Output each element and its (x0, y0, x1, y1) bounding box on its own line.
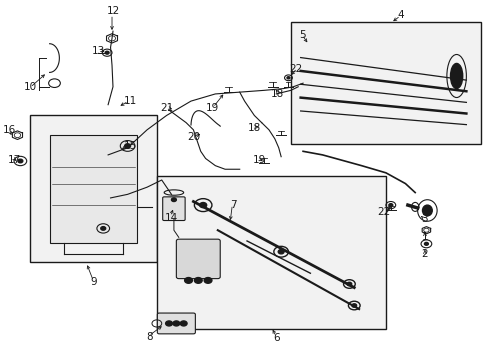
Bar (157, 176, 385, 329)
Text: 18: 18 (270, 89, 284, 99)
Text: 6: 6 (272, 333, 279, 343)
Text: 2: 2 (421, 248, 427, 258)
Circle shape (165, 321, 172, 326)
Bar (290, 22, 480, 144)
Text: 19: 19 (252, 155, 265, 165)
Text: 12: 12 (106, 6, 120, 17)
Text: 20: 20 (186, 132, 200, 142)
Text: 16: 16 (2, 125, 16, 135)
Circle shape (388, 204, 392, 207)
Circle shape (278, 249, 284, 254)
FancyBboxPatch shape (157, 313, 195, 334)
Circle shape (18, 159, 23, 163)
Circle shape (101, 226, 105, 230)
Circle shape (424, 242, 427, 245)
Text: 1: 1 (421, 232, 427, 242)
Circle shape (184, 278, 192, 283)
Text: 8: 8 (146, 332, 153, 342)
Text: 19: 19 (206, 103, 219, 113)
Circle shape (351, 304, 356, 307)
Circle shape (124, 144, 130, 148)
Ellipse shape (449, 63, 462, 89)
Text: 21: 21 (160, 103, 173, 113)
FancyBboxPatch shape (49, 135, 137, 243)
Text: 9: 9 (90, 277, 97, 287)
Circle shape (199, 203, 206, 208)
Circle shape (286, 77, 289, 79)
Circle shape (346, 282, 351, 286)
Text: 5: 5 (298, 30, 305, 40)
Text: 3: 3 (421, 215, 427, 224)
Text: 4: 4 (396, 10, 403, 20)
Text: 13: 13 (92, 46, 105, 56)
Circle shape (105, 51, 109, 54)
Text: 14: 14 (164, 213, 178, 222)
Circle shape (203, 278, 211, 283)
Text: 10: 10 (23, 82, 37, 92)
FancyBboxPatch shape (163, 197, 185, 221)
Text: 22: 22 (288, 64, 302, 74)
Text: 7: 7 (230, 200, 237, 210)
Circle shape (173, 321, 180, 326)
Ellipse shape (422, 205, 431, 216)
Text: 18: 18 (247, 123, 261, 133)
Text: 22: 22 (376, 207, 389, 217)
Circle shape (180, 321, 187, 326)
Circle shape (194, 278, 202, 283)
Text: 11: 11 (123, 96, 136, 106)
Circle shape (171, 198, 176, 202)
Text: 15: 15 (123, 141, 136, 151)
Text: 17: 17 (8, 155, 21, 165)
Bar (30, 116, 157, 262)
FancyBboxPatch shape (176, 239, 220, 279)
